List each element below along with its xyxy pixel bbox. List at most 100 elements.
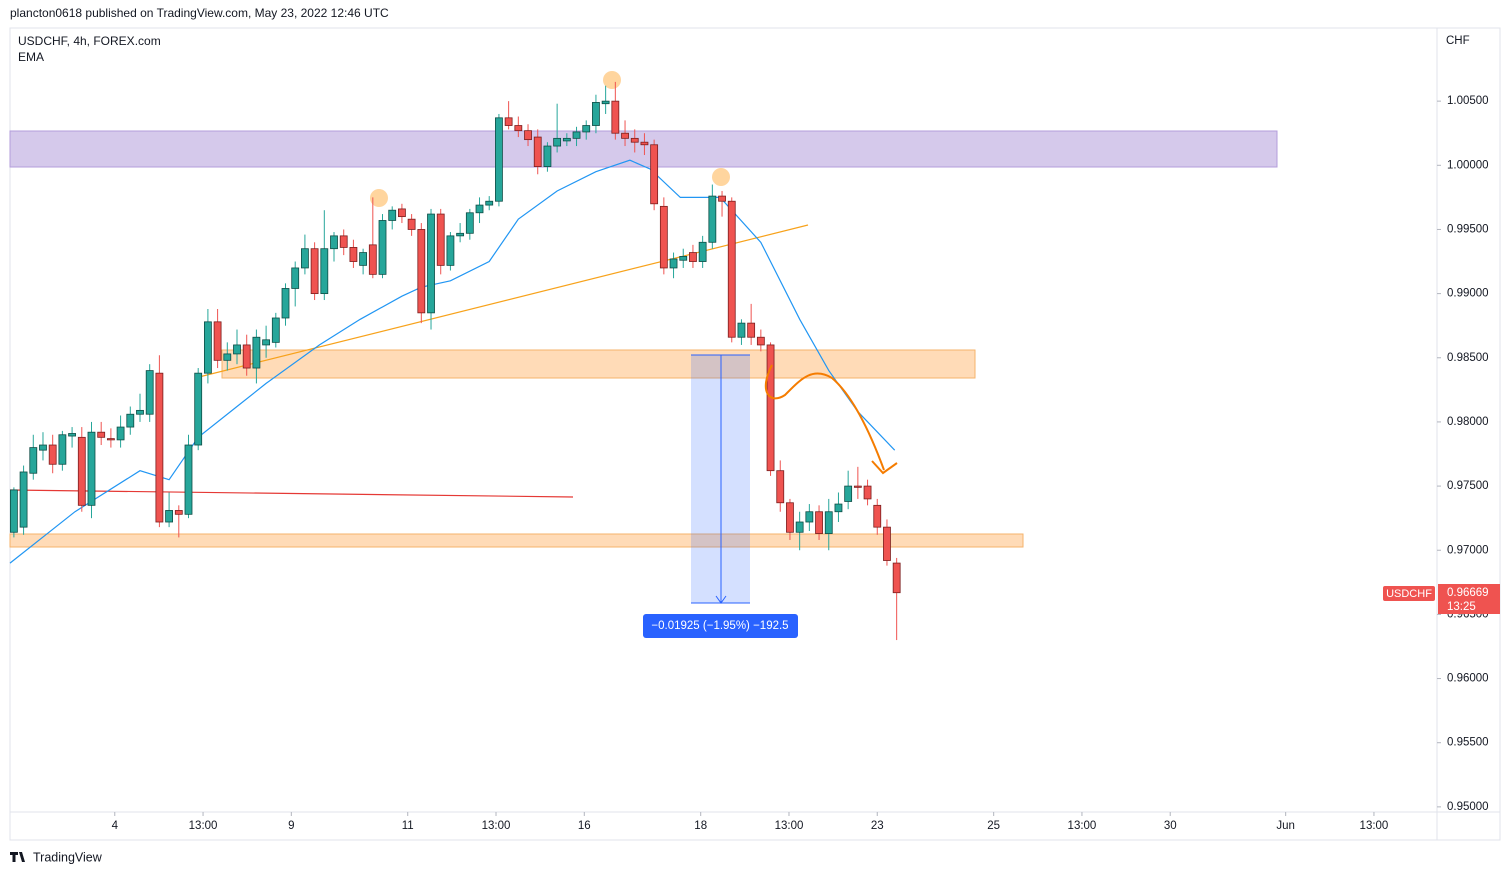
candle-body bbox=[271, 317, 280, 343]
candle-body bbox=[863, 485, 872, 500]
candle-body bbox=[572, 131, 581, 139]
candle-body bbox=[9, 489, 18, 533]
x-tick-label: 11 bbox=[402, 820, 414, 832]
candle-body bbox=[689, 252, 697, 262]
candle-body bbox=[48, 444, 57, 465]
marker bbox=[370, 189, 388, 207]
candle-body bbox=[553, 137, 562, 147]
resistance-zone bbox=[221, 349, 976, 379]
candle-body bbox=[456, 232, 465, 237]
logo bbox=[10, 852, 25, 862]
candle-body bbox=[727, 200, 736, 338]
candle-body bbox=[737, 322, 746, 338]
x-tick-label: 13:00 bbox=[482, 820, 511, 832]
red-line bbox=[9, 489, 574, 498]
y-tick-label: 0.98500 bbox=[1447, 352, 1489, 364]
candle-body bbox=[223, 353, 232, 361]
x-tick-label: 16 bbox=[578, 820, 591, 832]
candle-body bbox=[611, 100, 620, 134]
y-tick-label: 0.99000 bbox=[1447, 288, 1489, 300]
candle-body bbox=[718, 195, 726, 202]
candle-body bbox=[184, 444, 193, 515]
price-tag: USDCHF 0.96669 13:25 bbox=[1383, 584, 1500, 614]
tag-symbol: USDCHF bbox=[1386, 588, 1432, 600]
candle-body bbox=[233, 344, 241, 355]
candle-body bbox=[194, 372, 203, 446]
candle-body bbox=[805, 511, 814, 523]
candle-body bbox=[87, 431, 96, 506]
candle-body bbox=[106, 438, 115, 441]
candle-body bbox=[388, 209, 397, 221]
candle-body bbox=[339, 235, 348, 248]
tag-price-bg bbox=[1438, 584, 1500, 614]
candle-body bbox=[213, 321, 222, 361]
x-tick-label: Jun bbox=[1276, 820, 1295, 832]
candle-body bbox=[291, 267, 300, 289]
y-tick-label: 1.00000 bbox=[1447, 159, 1489, 171]
candle-body bbox=[39, 444, 47, 451]
drawings bbox=[9, 71, 1278, 548]
measure-arrowhead bbox=[715, 595, 727, 604]
candle-body bbox=[815, 511, 823, 534]
y-tick-label: 0.99500 bbox=[1447, 223, 1489, 235]
candle-body bbox=[747, 322, 756, 338]
candle-body bbox=[853, 485, 862, 488]
candle-body bbox=[776, 470, 785, 504]
candle-body bbox=[436, 213, 445, 266]
candle-body bbox=[262, 339, 271, 346]
candle-body bbox=[252, 336, 261, 369]
candle-body bbox=[378, 220, 387, 275]
candle-body bbox=[659, 205, 668, 269]
y-tick-label: 0.95000 bbox=[1447, 801, 1489, 813]
candle-body bbox=[320, 248, 329, 295]
x-tick-label: 9 bbox=[288, 820, 294, 832]
candle-body bbox=[281, 288, 290, 319]
candle-body bbox=[165, 510, 173, 523]
candle-body bbox=[155, 372, 164, 523]
candle-body bbox=[475, 204, 484, 214]
tag-price: 0.96669 bbox=[1447, 587, 1489, 599]
candle-body bbox=[601, 100, 610, 105]
candle-body bbox=[630, 137, 639, 143]
sketch-arrowhead bbox=[871, 460, 898, 475]
candle-body bbox=[883, 526, 891, 561]
x-tick-label: 13:00 bbox=[1068, 820, 1097, 832]
candle-body bbox=[427, 213, 435, 314]
candle-body bbox=[203, 321, 212, 374]
frame bbox=[9, 27, 1501, 841]
candle-body bbox=[19, 471, 28, 528]
candle-body bbox=[310, 248, 319, 295]
candle-body bbox=[301, 248, 309, 269]
candle-body bbox=[756, 336, 765, 346]
supply-zone bbox=[9, 130, 1278, 168]
y-tick-label: 0.98000 bbox=[1447, 416, 1489, 428]
candle-body bbox=[562, 137, 571, 142]
candle-body bbox=[708, 195, 717, 243]
candle-body bbox=[592, 102, 600, 126]
candle-body bbox=[640, 141, 649, 146]
candle-body bbox=[495, 117, 503, 202]
y-axis-label: CHF bbox=[1446, 35, 1470, 47]
candle-body bbox=[77, 436, 86, 506]
candle-body bbox=[824, 511, 833, 534]
candle-body bbox=[485, 200, 494, 206]
candle-body bbox=[446, 235, 455, 266]
candle-body bbox=[543, 145, 552, 167]
candle-body bbox=[126, 413, 135, 428]
published-note: plancton0618 published on TradingView.co… bbox=[10, 6, 389, 20]
candle-body bbox=[621, 132, 629, 139]
measure-label-bg bbox=[643, 614, 798, 638]
candle-body bbox=[795, 521, 804, 533]
candle-body bbox=[892, 562, 901, 594]
tag-countdown: 13:25 bbox=[1447, 601, 1476, 613]
candle-body bbox=[582, 125, 591, 133]
support-zone bbox=[9, 533, 1024, 548]
candle-body bbox=[873, 504, 882, 528]
candle-body bbox=[417, 229, 426, 314]
candle-body bbox=[465, 212, 474, 234]
x-tick-label: 23 bbox=[871, 820, 884, 832]
candle-body bbox=[174, 510, 183, 515]
candle-body bbox=[349, 247, 358, 262]
candle-body bbox=[504, 117, 513, 126]
